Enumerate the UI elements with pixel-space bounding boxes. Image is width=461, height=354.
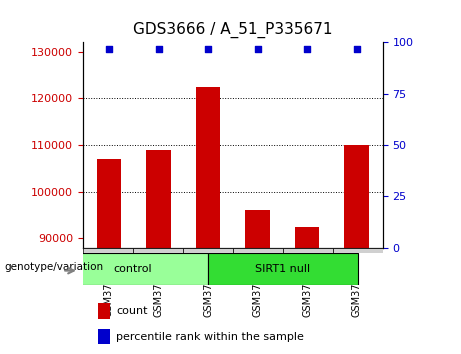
Point xyxy=(303,47,311,52)
FancyBboxPatch shape xyxy=(333,248,383,253)
Bar xyxy=(98,329,110,344)
FancyBboxPatch shape xyxy=(83,248,133,253)
Bar xyxy=(344,145,369,354)
Bar xyxy=(146,150,171,354)
Bar xyxy=(97,159,121,354)
Point xyxy=(105,47,112,52)
FancyBboxPatch shape xyxy=(233,248,283,253)
FancyBboxPatch shape xyxy=(283,248,333,253)
Point xyxy=(254,47,261,52)
FancyBboxPatch shape xyxy=(208,253,358,285)
Text: control: control xyxy=(113,264,152,274)
Bar xyxy=(295,227,319,354)
Text: genotype/variation: genotype/variation xyxy=(4,262,103,273)
FancyBboxPatch shape xyxy=(133,248,183,253)
Bar xyxy=(245,211,270,354)
Text: SIRT1 null: SIRT1 null xyxy=(255,264,310,274)
Point xyxy=(204,47,212,52)
Bar xyxy=(195,87,220,354)
Bar xyxy=(98,303,110,319)
FancyBboxPatch shape xyxy=(58,253,208,285)
FancyBboxPatch shape xyxy=(183,248,233,253)
Point xyxy=(353,47,361,52)
Title: GDS3666 / A_51_P335671: GDS3666 / A_51_P335671 xyxy=(133,22,332,38)
Point xyxy=(155,47,162,52)
Text: count: count xyxy=(116,306,148,316)
Text: percentile rank within the sample: percentile rank within the sample xyxy=(116,332,304,342)
